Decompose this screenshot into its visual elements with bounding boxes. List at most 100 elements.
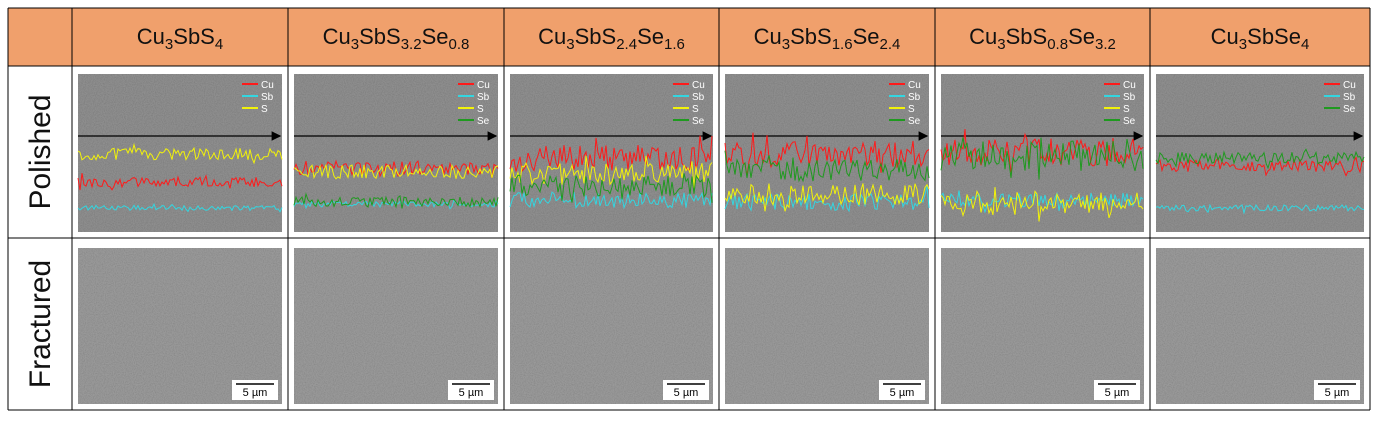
legend-label: Sb xyxy=(1343,92,1356,103)
subscript: 1.6 xyxy=(664,36,685,53)
legend-label: Se xyxy=(908,116,921,127)
scale-bar-label: 5 µm xyxy=(243,387,268,399)
legend-label: S xyxy=(908,104,915,115)
sem-image-fractured xyxy=(78,248,282,404)
legend-label: Se xyxy=(692,116,705,127)
sem-image-fractured xyxy=(941,248,1144,404)
scale-bar-box xyxy=(1094,380,1140,400)
legend-label: Cu xyxy=(692,80,705,91)
legend-label: Cu xyxy=(261,80,274,91)
scale-bar-box xyxy=(448,380,494,400)
legend-label: Sb xyxy=(1123,92,1136,103)
sem-image-polished xyxy=(510,74,713,232)
subscript: 3 xyxy=(351,36,359,53)
legend-label: Sb xyxy=(908,92,921,103)
formula-part: Cu xyxy=(323,24,351,49)
column-header: Cu3SbS2.4Se1.6 xyxy=(538,24,685,53)
scale-bar-box xyxy=(879,380,925,400)
line-scan xyxy=(509,191,713,210)
line-scan xyxy=(293,163,499,180)
sem-image-fractured xyxy=(725,248,929,404)
line-scan xyxy=(724,183,930,212)
row-label: Fractured xyxy=(24,260,57,388)
subscript: 4 xyxy=(215,36,223,53)
header-row xyxy=(8,8,1370,66)
line-scan xyxy=(509,155,713,189)
column-header: Cu3SbSe4 xyxy=(1211,24,1310,53)
subscript: 3 xyxy=(165,36,173,53)
legend-label: Sb xyxy=(477,92,490,103)
formula-part: SbS xyxy=(359,24,401,49)
formula-part: SbS xyxy=(575,24,617,49)
line-scan xyxy=(940,190,1144,214)
legend-label: Sb xyxy=(261,92,274,103)
legend-label: Cu xyxy=(908,80,921,91)
legend-label: S xyxy=(261,104,268,115)
sem-image-fractured xyxy=(294,248,498,404)
sem-image-fractured xyxy=(510,248,713,404)
column-header: Cu3SbS0.8Se3.2 xyxy=(969,24,1116,53)
line-scan xyxy=(293,198,499,210)
subscript: 3 xyxy=(566,36,574,53)
scale-bar-label: 5 µm xyxy=(890,387,915,399)
formula-part: Se xyxy=(1068,24,1095,49)
legend-label: Cu xyxy=(1123,80,1136,91)
subscript: 0.8 xyxy=(448,36,469,53)
line-scan xyxy=(1155,156,1365,177)
legend-label: Cu xyxy=(477,80,490,91)
formula-part: Cu xyxy=(137,24,165,49)
scale-bar-box xyxy=(663,380,709,400)
subscript: 3 xyxy=(1239,36,1247,53)
legend-label: Se xyxy=(1123,116,1136,127)
formula-part: SbS xyxy=(1006,24,1048,49)
scale-bar-label: 5 µm xyxy=(459,387,484,399)
subscript: 3 xyxy=(997,36,1005,53)
formula-part: Cu xyxy=(754,24,782,49)
line-scan xyxy=(724,150,930,183)
line-scan xyxy=(77,142,283,165)
scale-bar-box xyxy=(232,380,278,400)
formula-part: Cu xyxy=(538,24,566,49)
line-scan xyxy=(940,137,1144,180)
subscript: 4 xyxy=(1301,36,1309,53)
column-header: Cu3SbS1.6Se2.4 xyxy=(754,24,901,53)
legend-label: Sb xyxy=(692,92,705,103)
subscript: 3.2 xyxy=(401,36,422,53)
scale-bar-label: 5 µm xyxy=(1105,387,1130,399)
legend-label: S xyxy=(1123,104,1130,115)
column-header: Cu3SbS3.2Se0.8 xyxy=(323,24,470,53)
line-scan xyxy=(1155,148,1365,170)
legend-label: Cu xyxy=(1343,80,1356,91)
column-header: Cu3SbS4 xyxy=(137,24,223,53)
formula-part: Se xyxy=(637,24,664,49)
line-scan xyxy=(940,187,1144,222)
row-label: Polished xyxy=(24,94,57,209)
sem-image-polished xyxy=(1156,74,1364,232)
formula-part: Cu xyxy=(969,24,997,49)
subscript: 2.4 xyxy=(616,36,637,53)
formula-part: SbS xyxy=(790,24,832,49)
line-scan xyxy=(1155,203,1365,215)
formula-part: SbS xyxy=(173,24,215,49)
legend-label: S xyxy=(477,104,484,115)
line-scan xyxy=(77,173,283,191)
line-scan xyxy=(724,132,930,176)
subscript: 2.4 xyxy=(879,36,900,53)
scale-bar-label: 5 µm xyxy=(674,387,699,399)
line-scan xyxy=(940,128,1144,173)
formula-part: SbSe xyxy=(1247,24,1301,49)
legend-label: Se xyxy=(477,116,490,127)
subscript: 1.6 xyxy=(832,36,853,53)
line-scan xyxy=(77,202,283,213)
sem-image-polished xyxy=(294,74,498,232)
subscript: 3.2 xyxy=(1095,36,1116,53)
scale-bar-box xyxy=(1314,380,1360,400)
formula-part: Se xyxy=(853,24,880,49)
line-scan xyxy=(293,192,499,209)
sem-image-polished xyxy=(725,74,929,232)
line-scan xyxy=(509,173,713,203)
formula-part: Cu xyxy=(1211,24,1239,49)
legend-label: Se xyxy=(1343,104,1356,115)
subscript: 3 xyxy=(782,36,790,53)
